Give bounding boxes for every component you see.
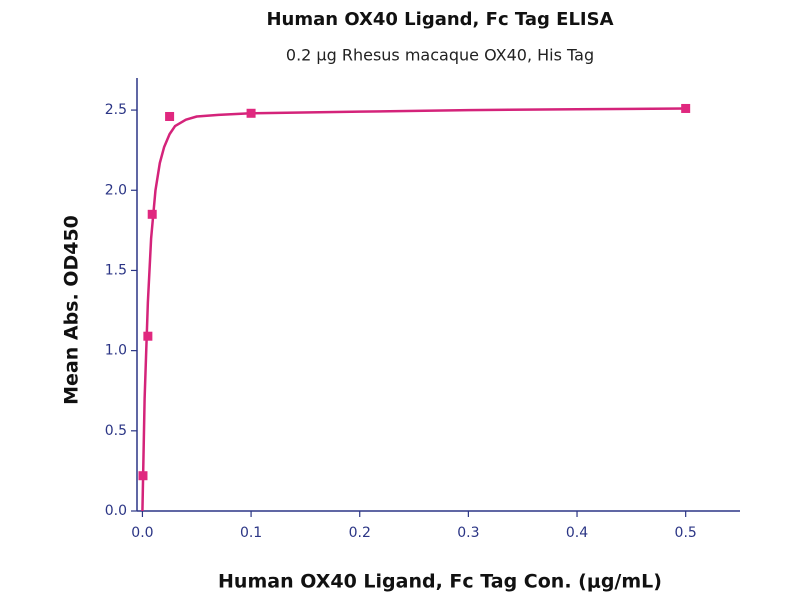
data-point bbox=[681, 103, 691, 113]
y-axis-label: Mean Abs. OD450 bbox=[61, 215, 83, 405]
data-point bbox=[147, 209, 157, 219]
chart-title: Human OX40 Ligand, Fc Tag ELISA bbox=[266, 9, 613, 30]
x-tick-label: 0.5 bbox=[675, 525, 697, 541]
fit-curve bbox=[141, 107, 686, 512]
y-tick-label: 0.0 bbox=[105, 503, 127, 519]
x-tick-label: 0.0 bbox=[131, 525, 153, 541]
y-tick-label: 0.5 bbox=[105, 423, 127, 439]
x-axis-label: Human OX40 Ligand, Fc Tag Con. (μg/mL) bbox=[218, 571, 662, 593]
y-tick-label: 1.0 bbox=[105, 343, 127, 359]
y-tick-label: 2.5 bbox=[105, 102, 127, 118]
x-tick-label: 0.2 bbox=[349, 525, 371, 541]
x-tick-label: 0.3 bbox=[457, 525, 479, 541]
x-tick-label: 0.1 bbox=[240, 525, 262, 541]
y-tick-label: 1.5 bbox=[105, 262, 127, 278]
data-point bbox=[138, 471, 148, 481]
data-point bbox=[165, 111, 175, 121]
x-tick-label: 0.4 bbox=[566, 525, 588, 541]
data-point bbox=[143, 331, 153, 341]
y-tick-label: 2.0 bbox=[105, 182, 127, 198]
data-point bbox=[246, 108, 256, 118]
chart-subtitle: 0.2 μg Rhesus macaque OX40, His Tag bbox=[286, 46, 594, 65]
